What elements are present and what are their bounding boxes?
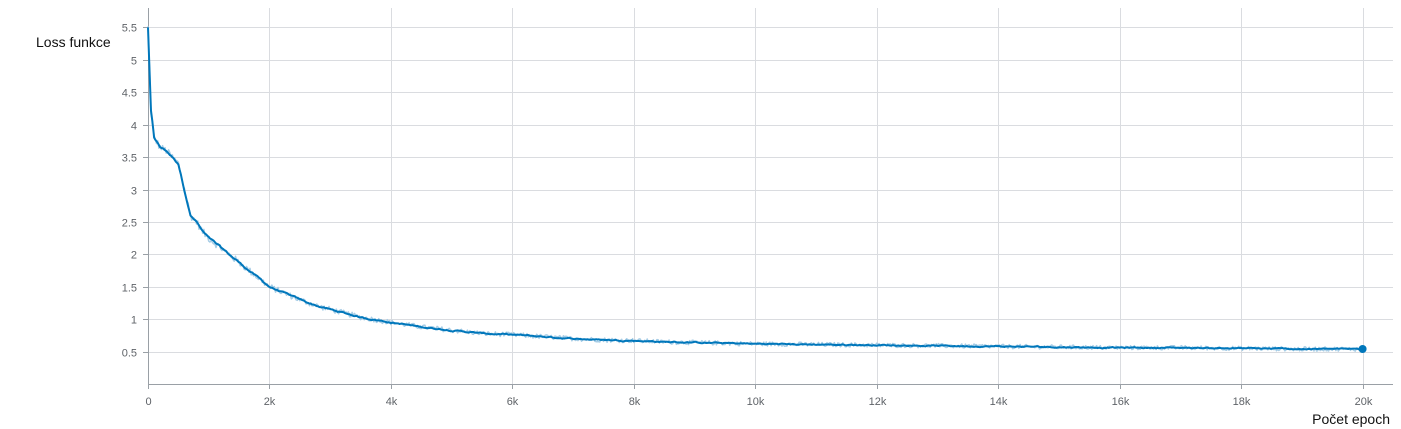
x-tick-label: 8k [629, 396, 641, 408]
y-tick-label: 3.5 [122, 153, 137, 165]
series-layer [147, 26, 1367, 353]
y-tick-label: 1.5 [122, 283, 137, 295]
y-tick-label: 1 [131, 315, 137, 327]
x-axis-title: Počet epoch [1312, 411, 1390, 427]
x-tick-label: 14k [990, 396, 1008, 408]
last-point-marker [1358, 345, 1367, 353]
x-tick-label: 10k [747, 396, 765, 408]
grid [148, 8, 1393, 384]
x-tick-label: 18k [1233, 396, 1251, 408]
x-tick-label: 16k [1112, 396, 1130, 408]
x-tick-label: 20k [1355, 396, 1373, 408]
x-tick-label: 0 [145, 396, 151, 408]
axes [143, 8, 1393, 389]
y-tick-label: 2.5 [122, 218, 137, 230]
x-tick-label: 6k [507, 396, 519, 408]
x-tick-label: 2k [264, 396, 276, 408]
y-tick-label: 5.5 [122, 23, 137, 35]
y-tick-label: 0.5 [122, 348, 137, 360]
x-tick-label: 12k [869, 396, 887, 408]
tick-labels: 0 2k 4k 6k 8k 10k 12k 14k 16k 18k 20k 0.5 1 1.5 2 2.5 3 3… [122, 23, 1373, 409]
y-axis-title: Loss funkce [36, 34, 111, 50]
y-tick-label: 5 [131, 56, 137, 68]
x-tick-label: 4k [386, 396, 398, 408]
y-tick-label: 4.5 [122, 88, 137, 100]
smoothed-loss-line [147, 27, 1363, 351]
y-tick-label: 4 [131, 121, 137, 133]
y-tick-label: 3 [131, 186, 137, 198]
y-tick-label: 2 [131, 250, 137, 262]
